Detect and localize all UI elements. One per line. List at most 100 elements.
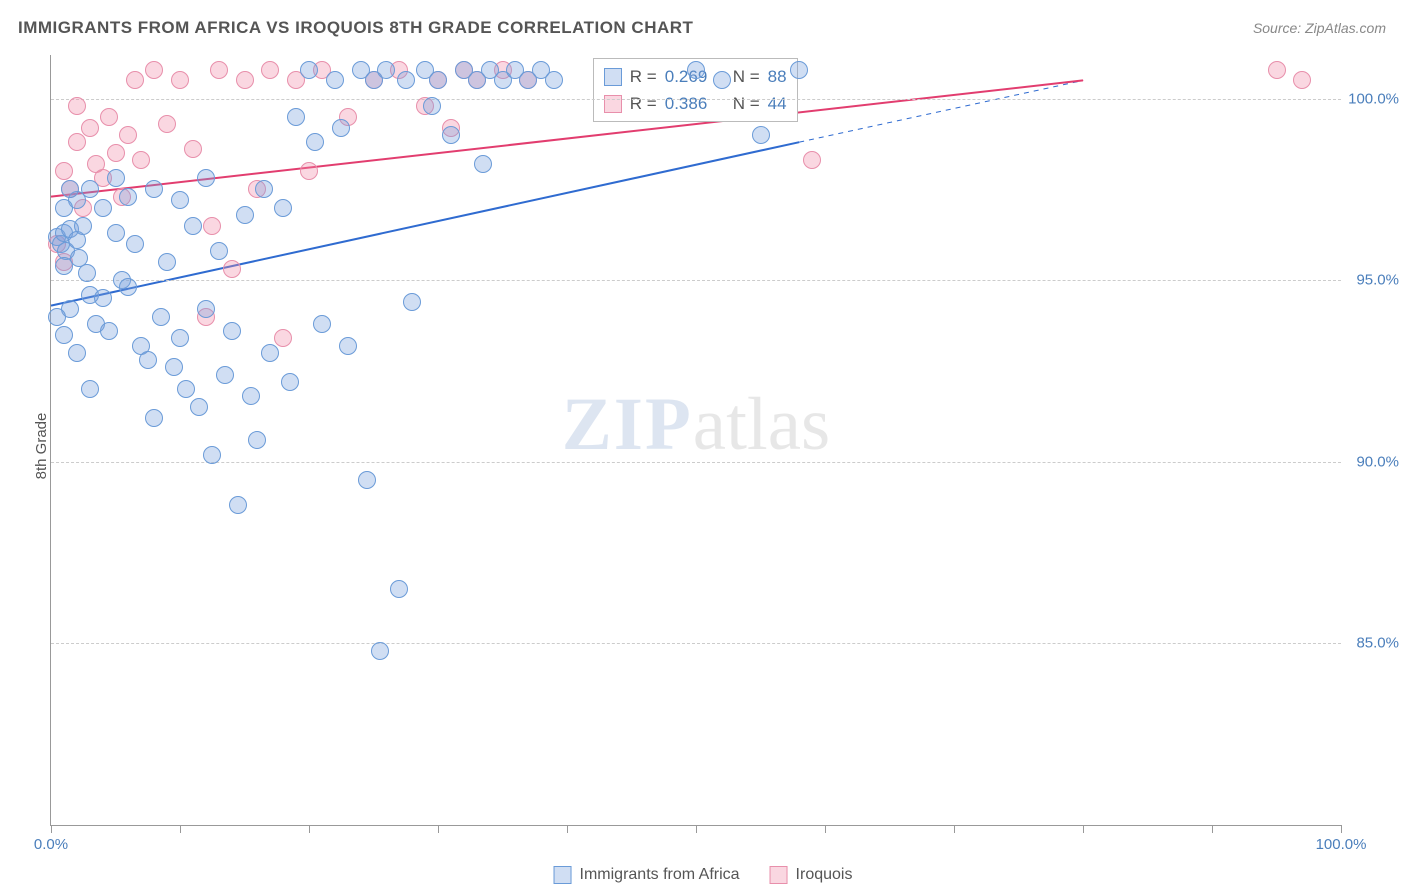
scatter-point (55, 326, 73, 344)
scatter-point (390, 580, 408, 598)
scatter-point (190, 398, 208, 416)
gridline (51, 280, 1341, 281)
x-tick (1341, 825, 1342, 833)
scatter-point (210, 61, 228, 79)
trend-lines (51, 55, 1341, 825)
scatter-point (171, 191, 189, 209)
stats-n-label: N = (733, 90, 760, 117)
x-tick (696, 825, 697, 833)
scatter-point (165, 358, 183, 376)
stats-r-label: R = (630, 90, 657, 117)
scatter-point (152, 308, 170, 326)
scatter-point (81, 180, 99, 198)
scatter-point (752, 126, 770, 144)
trend-line-dashed (799, 80, 1083, 142)
x-tick-label: 100.0% (1316, 836, 1367, 853)
scatter-point (281, 373, 299, 391)
scatter-point (326, 71, 344, 89)
scatter-point (300, 61, 318, 79)
scatter-point (261, 344, 279, 362)
scatter-point (78, 264, 96, 282)
scatter-point (171, 329, 189, 347)
scatter-point (171, 71, 189, 89)
scatter-point (203, 217, 221, 235)
scatter-point (261, 61, 279, 79)
scatter-point (1268, 61, 1286, 79)
stats-r-value: 0.386 (665, 90, 708, 117)
scatter-point (48, 308, 66, 326)
scatter-point (100, 108, 118, 126)
scatter-point (55, 162, 73, 180)
stats-n-value: 44 (768, 90, 787, 117)
scatter-point (145, 409, 163, 427)
scatter-point (274, 329, 292, 347)
scatter-point (358, 471, 376, 489)
scatter-point (197, 169, 215, 187)
scatter-point (274, 199, 292, 217)
scatter-point (126, 235, 144, 253)
x-tick (825, 825, 826, 833)
scatter-point (81, 380, 99, 398)
scatter-point (119, 126, 137, 144)
scatter-point (377, 61, 395, 79)
scatter-point (474, 155, 492, 173)
scatter-point (236, 206, 254, 224)
scatter-point (223, 322, 241, 340)
x-tick-label: 0.0% (34, 836, 68, 853)
scatter-point (687, 61, 705, 79)
scatter-point (158, 115, 176, 133)
scatter-point (803, 151, 821, 169)
scatter-point (184, 140, 202, 158)
scatter-point (313, 315, 331, 333)
scatter-point (177, 380, 195, 398)
scatter-point (223, 260, 241, 278)
legend-item: Immigrants from Africa (554, 866, 740, 884)
scatter-point (203, 446, 221, 464)
scatter-point (81, 119, 99, 137)
legend-swatch-icon (604, 95, 622, 113)
x-tick (567, 825, 568, 833)
legend-swatch-icon (554, 866, 572, 884)
scatter-point (300, 162, 318, 180)
scatter-point (119, 188, 137, 206)
scatter-point (423, 97, 441, 115)
y-tick-label: 100.0% (1348, 90, 1399, 107)
source-label: Source: ZipAtlas.com (1253, 20, 1386, 36)
scatter-point (429, 71, 447, 89)
scatter-point (68, 344, 86, 362)
scatter-point (145, 61, 163, 79)
scatter-point (158, 253, 176, 271)
legend-swatch-icon (770, 866, 788, 884)
scatter-point (210, 242, 228, 260)
y-tick-label: 95.0% (1356, 272, 1399, 289)
x-tick (51, 825, 52, 833)
scatter-point (216, 366, 234, 384)
scatter-point (371, 642, 389, 660)
gridline (51, 643, 1341, 644)
scatter-point (184, 217, 202, 235)
x-tick (438, 825, 439, 833)
scatter-point (242, 387, 260, 405)
scatter-point (107, 169, 125, 187)
scatter-point (339, 337, 357, 355)
scatter-point (229, 496, 247, 514)
y-tick-label: 90.0% (1356, 453, 1399, 470)
scatter-point (790, 61, 808, 79)
scatter-point (287, 108, 305, 126)
scatter-point (94, 289, 112, 307)
stats-row: R = 0.386 N = 44 (604, 90, 787, 117)
x-tick (1212, 825, 1213, 833)
plot-area: ZIPatlas R = 0.269 N = 88R = 0.386 N = 4… (50, 55, 1341, 826)
scatter-point (332, 119, 350, 137)
scatter-point (306, 133, 324, 151)
x-tick (309, 825, 310, 833)
x-tick (180, 825, 181, 833)
scatter-point (397, 71, 415, 89)
stats-n-value: 88 (768, 63, 787, 90)
scatter-point (236, 71, 254, 89)
scatter-point (442, 126, 460, 144)
gridline (51, 99, 1341, 100)
scatter-point (132, 151, 150, 169)
x-tick (1083, 825, 1084, 833)
scatter-point (145, 180, 163, 198)
